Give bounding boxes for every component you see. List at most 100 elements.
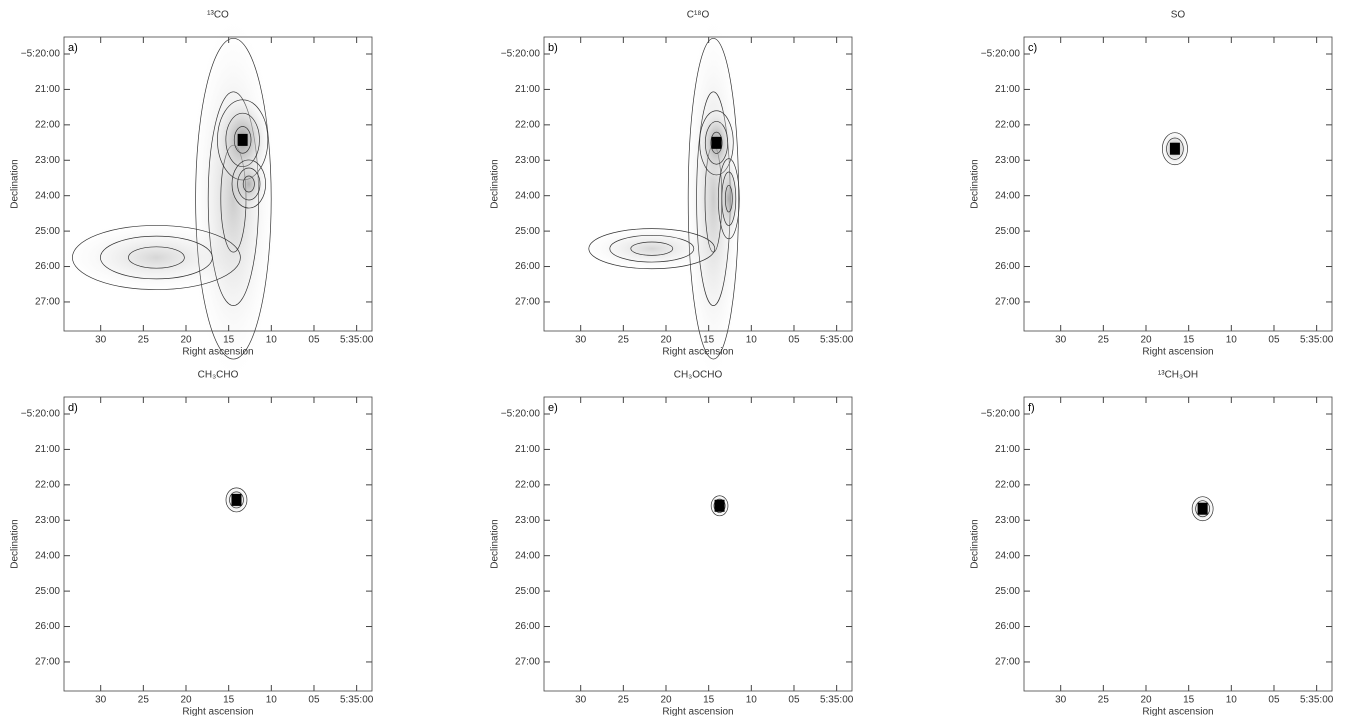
panel: CH₃CHO d) Right ascension Declination 30 25 20… [10,370,374,718]
y-tick-label: 27:00 [995,657,1020,668]
contour [100,235,213,280]
plot-frame [63,396,373,692]
y-tick-label: −5:20:00 [501,49,541,60]
x-tick-label: 15 [703,335,715,346]
x-tick-label: 05 [1268,695,1280,706]
y-axis-label: Declination [10,159,21,208]
x-axis-label: Right ascension [1142,347,1213,358]
panel-title: C¹⁸O [687,10,710,21]
contour [231,159,266,209]
emission-halo [57,219,255,296]
contour [225,487,248,513]
panel-title: ¹³CO [207,10,229,21]
y-tick-label: 26:00 [515,621,540,632]
x-tick-label: 5:35:00 [340,335,374,346]
emission-peak [714,499,725,512]
panel-label: f) [1028,402,1035,414]
panel: ¹³CO a) Right ascension Declination 30 25 20 15… [10,10,374,387]
contour [609,234,695,263]
contour [242,175,255,193]
x-tick-label: 10 [1226,695,1238,706]
y-tick-label: 27:00 [515,657,540,668]
y-tick-label: 25:00 [35,586,60,597]
emission-halo [229,155,269,213]
panel-title: CH₃CHO [198,370,239,381]
y-tick-label: 24:00 [35,190,60,201]
y-tick-label: 21:00 [35,444,60,455]
y-axis-label: Declination [490,519,501,568]
panel-label: d) [68,402,78,414]
x-tick-label: 10 [1226,335,1238,346]
y-tick-label: 27:00 [35,657,60,668]
x-tick-label: 15 [1183,695,1195,706]
panel-title: SO [1171,10,1186,21]
y-tick-label: 24:00 [35,550,60,561]
plot-frame [63,36,373,332]
contour [1161,132,1188,166]
panel-label: c) [1028,42,1037,54]
x-tick-label: 5:35:00 [340,695,374,706]
contour [1191,496,1214,522]
contour [710,495,729,517]
x-tick-label: 30 [1055,695,1067,706]
contour [229,491,244,509]
y-tick-label: 21:00 [35,84,60,95]
plot-frame [543,36,853,332]
x-axis-label: Right ascension [1142,707,1213,716]
x-tick-label: 20 [180,335,192,346]
contour [195,37,272,360]
plot-frame [543,396,853,692]
x-tick-label: 15 [223,695,235,706]
x-axis-label: Right ascension [662,347,733,358]
panel: CH₃OCHO e) Right ascension Declination 30 25 2… [490,370,854,718]
y-tick-label: 24:00 [995,190,1020,201]
contour [237,167,261,201]
x-tick-label: 30 [95,335,107,346]
y-tick-label: 23:00 [995,515,1020,526]
contour [713,498,726,513]
x-tick-label: 20 [1140,695,1152,706]
x-axis-label: Right ascension [182,347,253,358]
y-tick-label: 26:00 [35,621,60,632]
emission-halo [577,225,726,273]
contour [710,131,723,154]
y-tick-label: 21:00 [995,444,1020,455]
y-tick-label: 26:00 [995,261,1020,272]
panel-label: b) [548,42,558,54]
y-tick-label: 21:00 [515,444,540,455]
y-tick-label: −5:20:00 [21,409,61,420]
emission-halo [716,151,742,246]
y-tick-label: 27:00 [995,297,1020,308]
y-tick-label: 25:00 [35,226,60,237]
emission-halo [683,10,743,387]
y-tick-label: 22:00 [515,479,540,490]
x-tick-label: 05 [308,335,320,346]
plot-frame [1023,36,1333,332]
y-tick-label: 25:00 [995,226,1020,237]
contour [630,241,674,256]
y-tick-label: 22:00 [515,119,540,130]
y-tick-label: −5:20:00 [981,49,1021,60]
contour [233,126,252,154]
x-tick-label: 30 [575,695,587,706]
y-tick-label: 21:00 [515,84,540,95]
y-tick-label: −5:20:00 [21,49,61,60]
x-tick-label: 10 [266,695,278,706]
x-tick-label: 20 [660,335,672,346]
x-tick-label: 5:35:00 [820,335,854,346]
x-tick-label: 10 [266,335,278,346]
y-tick-label: 26:00 [515,261,540,272]
x-tick-label: 20 [660,695,672,706]
contour [1195,500,1210,518]
y-tick-label: −5:20:00 [981,409,1021,420]
x-tick-label: 25 [618,695,630,706]
y-axis-label: Declination [10,519,21,568]
y-axis-label: Declination [490,159,501,208]
x-tick-label: 05 [788,335,800,346]
contour [704,121,729,165]
panel-title: ¹³CH₃OH [1158,370,1198,381]
x-tick-label: 25 [138,335,150,346]
panel-label: e) [548,402,558,414]
contour [717,158,740,240]
x-tick-label: 10 [746,335,758,346]
